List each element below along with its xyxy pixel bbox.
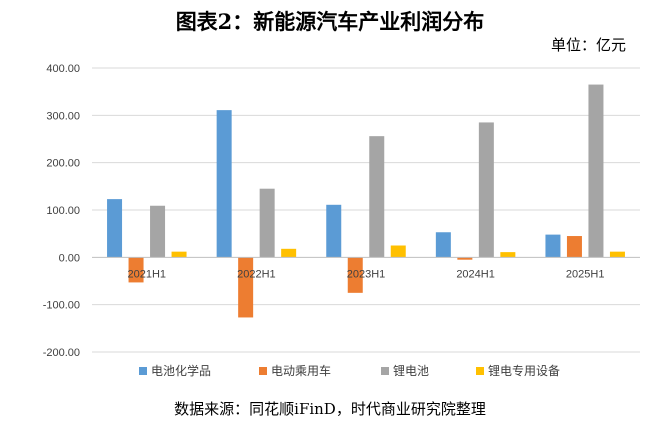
legend-swatch	[476, 367, 484, 375]
bar-2-2021H1	[128, 257, 144, 283]
grid-lines	[92, 67, 640, 353]
legend-swatch	[139, 367, 147, 375]
x-category-label: 2024H1	[456, 268, 495, 280]
y-tick-label: 100.00	[46, 205, 80, 217]
bar-4-2022H1	[281, 248, 297, 258]
legend: 电池化学品 电动乘用车 锂电池 锂电专用设备	[139, 363, 560, 378]
bar-4-2021H1	[171, 251, 187, 258]
y-tick-label: -100.00	[43, 300, 80, 312]
bar-2-2025H1	[566, 236, 582, 258]
bar-1-2024H1	[435, 232, 451, 258]
x-category-label: 2023H1	[347, 268, 386, 280]
bar-4-2024H1	[500, 252, 516, 258]
bars	[107, 84, 625, 318]
y-tick-label: 0.00	[59, 252, 80, 264]
x-category-label: 2021H1	[128, 268, 167, 280]
bar-3-2025H1	[588, 84, 604, 258]
y-tick-label: 300.00	[46, 110, 80, 122]
legend-label: 锂电专用设备	[488, 363, 560, 378]
bar-3-2022H1	[259, 188, 275, 258]
bar-3-2023H1	[369, 136, 385, 258]
legend-swatch	[259, 367, 267, 375]
bar-1-2023H1	[326, 204, 342, 258]
bar-4-2023H1	[390, 245, 406, 258]
y-tick-label: -200.00	[43, 347, 80, 359]
bar-1-2021H1	[107, 199, 123, 258]
y-tick-label: 200.00	[46, 158, 80, 170]
data-source: 数据来源：同花顺iFinD，时代商业研究院整理	[174, 400, 486, 418]
bar-chart: -200.00 -100.00 0.00 100.00 200.00 300.00 400.…	[43, 63, 640, 378]
legend-swatch	[381, 367, 389, 375]
x-axis-categories: 2021H1 2022H1 2023H1 2024H1 2025H1	[128, 268, 605, 280]
bar-1-2025H1	[545, 234, 561, 258]
legend-label: 电动乘用车	[271, 363, 331, 378]
bar-2-2024H1	[457, 257, 473, 260]
bar-2-2023H1	[347, 257, 363, 293]
bar-1-2022H1	[216, 110, 232, 258]
bar-3-2021H1	[150, 205, 166, 258]
bar-3-2024H1	[478, 122, 494, 258]
unit-label: 单位：亿元	[550, 36, 626, 54]
bar-4-2025H1	[609, 251, 625, 258]
y-tick-label: 400.00	[46, 63, 80, 75]
chart-title: 图表2：新能源汽车产业利润分布	[175, 9, 485, 34]
y-axis-ticks: -200.00 -100.00 0.00 100.00 200.00 300.00 400.…	[43, 63, 80, 359]
x-category-label: 2025H1	[566, 268, 605, 280]
bar-2-2022H1	[238, 257, 254, 318]
legend-label: 电池化学品	[151, 363, 211, 378]
x-category-label: 2022H1	[237, 268, 276, 280]
legend-label: 锂电池	[393, 363, 429, 378]
